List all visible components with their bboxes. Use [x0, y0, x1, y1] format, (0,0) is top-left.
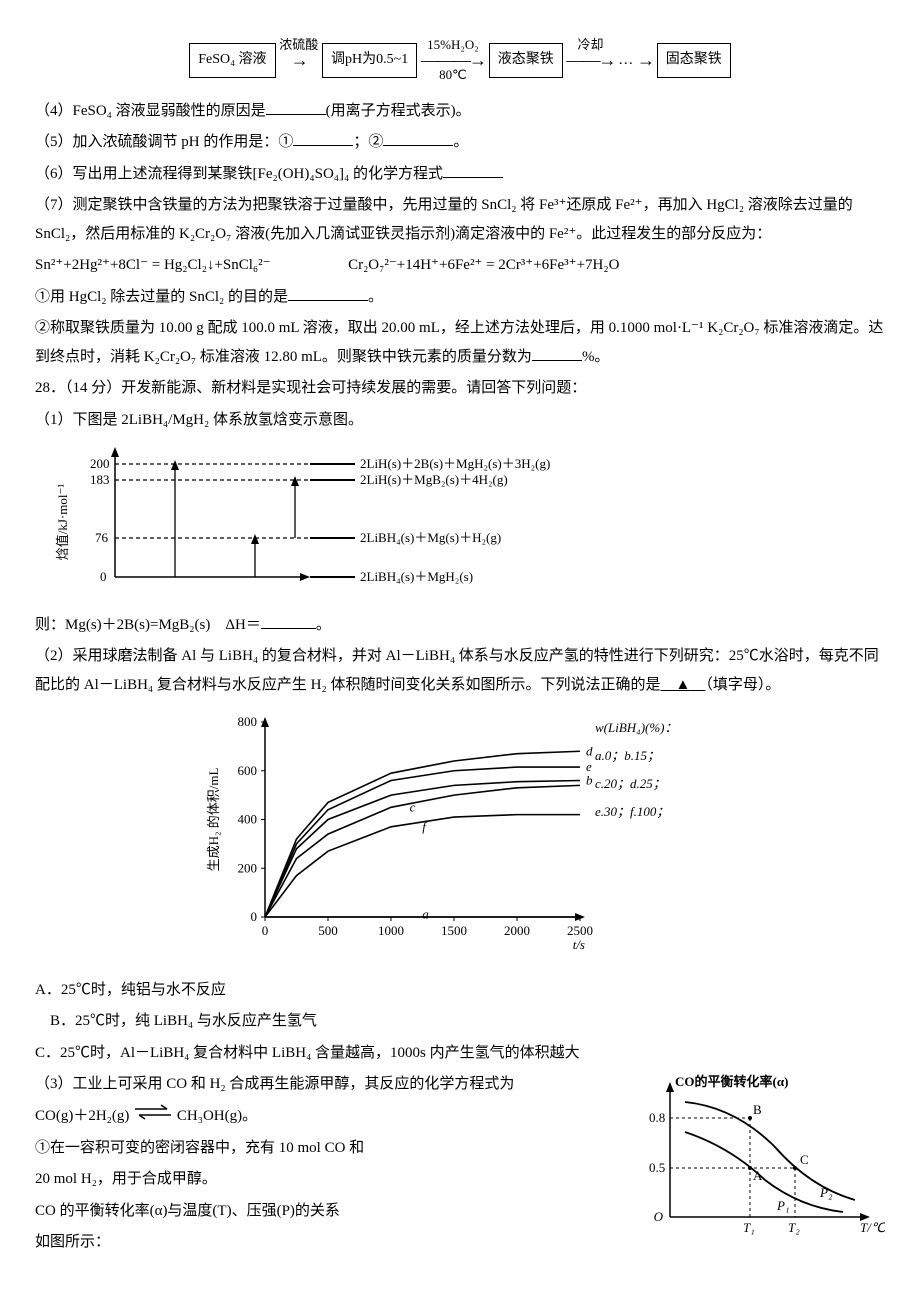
- svg-text:0: 0: [262, 923, 269, 938]
- question-28: 28．（14 分）开发新能源、新材料是实现社会可持续发展的需要。请回答下列问题：: [35, 374, 885, 403]
- option-a: A．25℃时，纯铝与水不反应: [35, 976, 885, 1005]
- equations-7: Sn²⁺+2Hg²⁺+8Cl⁻ = Hg₂Cl₂↓+SnCl₆²⁻ Cr₂O₇²…: [35, 251, 885, 280]
- blank: [443, 162, 503, 178]
- svg-text:a: a: [422, 907, 429, 922]
- svg-text:c: c: [410, 800, 416, 815]
- svg-text:2000: 2000: [504, 923, 530, 938]
- svg-text:T₂: T₂: [788, 1220, 800, 1235]
- question-7-2: ②称取聚铁质量为 10.00 g 配成 100.0 mL 溶液，取出 20.00…: [35, 314, 885, 371]
- alpha-chart: CO的平衡转化率(α) T/℃ O 0.8 0.5 T₁ T₂ B C A P₂…: [635, 1072, 885, 1253]
- question-5: （5）加入浓硫酸调节 pH 的作用是：①；②。: [35, 128, 885, 157]
- svg-text:0: 0: [251, 909, 258, 924]
- blank: [266, 99, 326, 115]
- flow-box-1: FeSO₄ 溶液: [189, 43, 275, 78]
- enthalpy-diagram: 焓值/kJ·mol⁻¹ 200 2LiH(s)＋2B(s)＋MgH₂(s)＋3H…: [55, 442, 885, 603]
- blank: [532, 345, 582, 361]
- equilibrium-arrow: [133, 1102, 173, 1131]
- question-7-1: ①用 HgCl₂ 除去过量的 SnCl₂ 的目的是。: [35, 283, 885, 312]
- svg-text:1000: 1000: [378, 923, 404, 938]
- svg-text:t/s: t/s: [573, 937, 585, 952]
- svg-text:0.5: 0.5: [649, 1160, 665, 1175]
- svg-text:c.20；d.25；: c.20；d.25；: [595, 776, 666, 791]
- question-28-1b: 则：Mg(s)＋2B(s)=MgB₂(s) ΔH＝。: [35, 611, 885, 640]
- option-c: C．25℃时，Al－LiBH₄ 复合材料中 LiBH₄ 含量越高，1000s 内…: [35, 1039, 885, 1068]
- svg-text:0.8: 0.8: [649, 1110, 665, 1125]
- svg-text:0: 0: [100, 569, 107, 584]
- svg-text:e: e: [586, 759, 592, 774]
- svg-text:a.0；b.15；: a.0；b.15；: [595, 748, 660, 763]
- option-b: B．25℃时，纯 LiBH₄ 与水反应产生氢气: [35, 1007, 885, 1036]
- flow-arrow-2: 15%H₂O₂ ———→ 80℃: [421, 38, 485, 83]
- svg-text:2500: 2500: [567, 923, 593, 938]
- blank: [383, 130, 453, 146]
- flow-arrow-1: 浓硫酸 →: [279, 38, 318, 83]
- svg-text:400: 400: [238, 812, 258, 827]
- svg-text:生成H₂ 的体积/mL: 生成H₂ 的体积/mL: [206, 768, 221, 872]
- svg-text:800: 800: [238, 714, 258, 729]
- svg-text:CO的平衡转化率(α): CO的平衡转化率(α): [675, 1074, 788, 1089]
- svg-text:w(LiBH₄)(%)：: w(LiBH₄)(%)：: [595, 720, 678, 735]
- svg-text:2LiH(s)＋MgB₂(s)＋4H₂(g): 2LiH(s)＋MgB₂(s)＋4H₂(g): [360, 472, 508, 487]
- svg-text:600: 600: [238, 763, 258, 778]
- blank: [293, 130, 353, 146]
- flow-dots: …: [618, 52, 633, 68]
- svg-text:B: B: [753, 1102, 762, 1117]
- svg-text:e.30；f.100；: e.30；f.100；: [595, 804, 669, 819]
- flow-arrow-4: →: [637, 52, 653, 68]
- process-flow: FeSO₄ 溶液 浓硫酸 → 调pH为0.5~1 15%H₂O₂ ———→ 80…: [35, 38, 885, 83]
- flow-box-3: 液态聚铁: [489, 43, 563, 78]
- svg-text:200: 200: [238, 861, 258, 876]
- svg-text:O: O: [654, 1209, 664, 1224]
- question-28-1: （1）下图是 2LiBH₄/MgH₂ 体系放氢焓变示意图。: [35, 406, 885, 435]
- svg-text:2LiH(s)＋2B(s)＋MgH₂(s)＋3H₂(g): 2LiH(s)＋2B(s)＋MgH₂(s)＋3H₂(g): [360, 456, 550, 471]
- flow-box-2: 调pH为0.5~1: [322, 43, 417, 78]
- svg-text:C: C: [800, 1152, 809, 1167]
- question-4: （4）FeSO₄ 溶液显弱酸性的原因是(用离子方程式表示)。: [35, 97, 885, 126]
- svg-text:T/℃: T/℃: [860, 1220, 885, 1235]
- svg-text:2LiBH₄(s)＋Mg(s)＋H₂(g): 2LiBH₄(s)＋Mg(s)＋H₂(g): [360, 530, 501, 545]
- svg-text:200: 200: [90, 456, 110, 471]
- svg-text:P₁: P₁: [776, 1198, 789, 1213]
- question-7: （7）测定聚铁中含铁量的方法为把聚铁溶于过量酸中，先用过量的 SnCl₂ 将 F…: [35, 191, 885, 248]
- eq-b: Cr₂O₇²⁻+14H⁺+6Fe²⁺ = 2Cr³⁺+6Fe³⁺+7H₂O: [348, 257, 619, 273]
- blank: [261, 613, 316, 629]
- flow-arrow-3: 冷却 ——→: [566, 38, 614, 83]
- svg-text:d: d: [586, 744, 593, 759]
- svg-text:76: 76: [95, 530, 109, 545]
- svg-text:T₁: T₁: [743, 1220, 755, 1235]
- question-6: （6）写出用上述流程得到某聚铁[Fe₂(OH)₄SO₄]₄ 的化学方程式: [35, 160, 885, 189]
- svg-text:b: b: [586, 773, 593, 788]
- question-28-2: （2）采用球磨法制备 Al 与 LiBH₄ 的复合材料，并对 Al－LiBH₄ …: [35, 642, 885, 699]
- eq-a: Sn²⁺+2Hg²⁺+8Cl⁻ = Hg₂Cl₂↓+SnCl₆²⁻: [35, 257, 271, 273]
- svg-text:1500: 1500: [441, 923, 467, 938]
- svg-text:183: 183: [90, 472, 110, 487]
- svg-text:A: A: [753, 1168, 763, 1183]
- h2-volume-chart: 0 200 400 600 800 0 500 1000 1500 2000 2500 生成H₂ 的体…: [35, 707, 885, 968]
- blank: [288, 285, 368, 301]
- flow-box-4: 固态聚铁: [657, 43, 731, 78]
- svg-text:焓值/kJ·mol⁻¹: 焓值/kJ·mol⁻¹: [55, 484, 70, 561]
- svg-text:500: 500: [318, 923, 338, 938]
- svg-text:P₂: P₂: [819, 1185, 833, 1200]
- svg-text:2LiBH₄(s)＋MgH₂(s): 2LiBH₄(s)＋MgH₂(s): [360, 569, 473, 584]
